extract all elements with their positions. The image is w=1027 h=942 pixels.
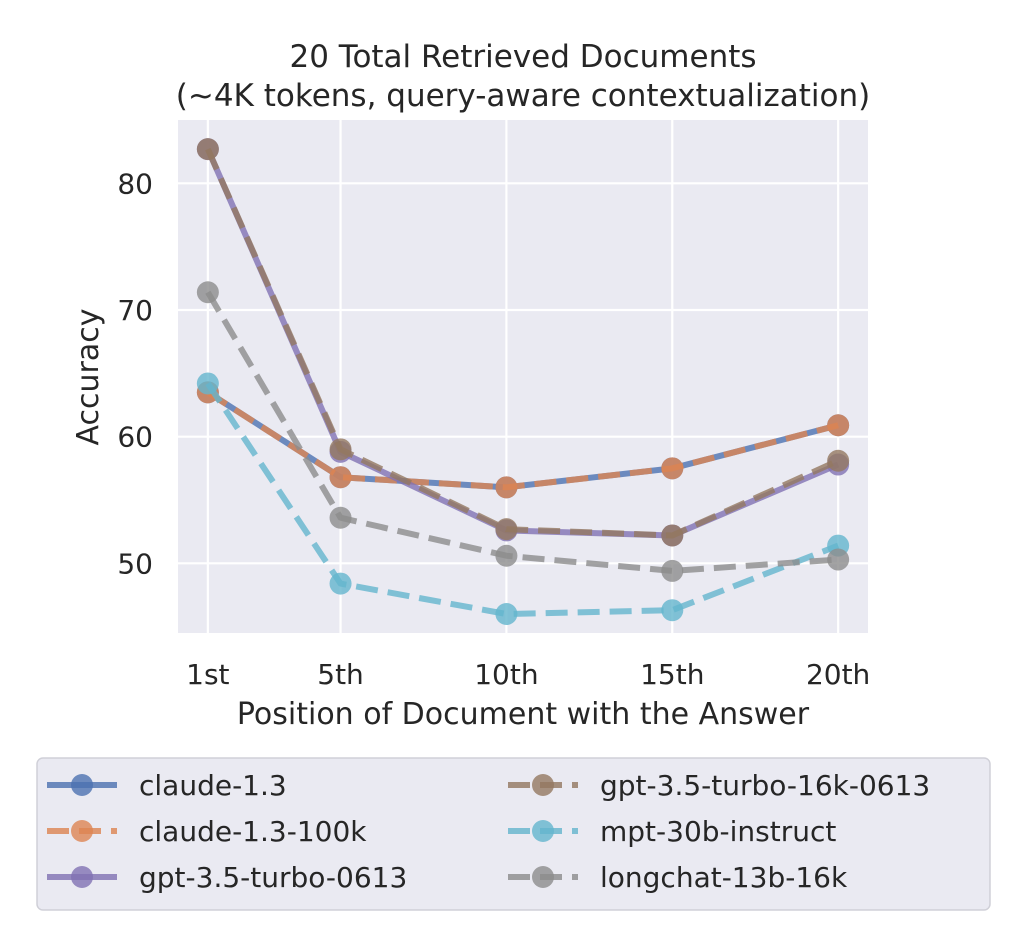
- legend-marker: [71, 866, 93, 888]
- x-tick-label: 5th: [317, 658, 364, 691]
- y-axis-label: Accuracy: [71, 309, 106, 446]
- data-point: [827, 449, 850, 472]
- legend-marker: [71, 774, 93, 796]
- legend-marker: [532, 866, 554, 888]
- legend-marker: [532, 774, 554, 796]
- data-point: [661, 599, 684, 622]
- y-tick-label: 80: [117, 167, 153, 200]
- plot-area: 1st 5th 10th 15th 20th 50 60 70 80: [117, 120, 870, 691]
- data-point: [329, 438, 352, 461]
- data-point: [661, 559, 684, 582]
- x-axis-label: Position of Document with the Answer: [237, 697, 810, 732]
- legend-label: gpt-3.5-turbo-16k-0613: [600, 769, 930, 802]
- data-point: [196, 138, 219, 161]
- series-gpt-3.5-turbo-16k-0613: [196, 138, 850, 547]
- series-line: [205, 381, 840, 617]
- chart-title: 20 Total Retrieved Documents: [289, 39, 756, 75]
- data-point: [827, 414, 850, 437]
- data-point: [827, 548, 850, 571]
- legend-label: claude-1.3: [139, 769, 287, 802]
- legend-marker: [71, 820, 93, 842]
- x-tick-label: 15th: [640, 658, 704, 691]
- legend-marker: [532, 820, 554, 842]
- y-tick-label: 60: [117, 421, 153, 454]
- legend-label: claude-1.3-100k: [139, 815, 367, 848]
- data-point: [495, 544, 518, 567]
- data-point: [329, 466, 352, 489]
- series-longchat-13b-16k: [196, 281, 850, 582]
- data-point: [196, 281, 219, 304]
- x-tick-label: 1st: [186, 658, 229, 691]
- legend-label: gpt-3.5-turbo-0613: [139, 861, 407, 894]
- legend: claude-1.3 claude-1.3-100k gpt-3.5-turbo-0…: [36, 757, 991, 911]
- legend-item: gpt-3.5-turbo-16k-0613: [508, 769, 930, 802]
- y-tick-label: 70: [117, 294, 153, 327]
- legend-item: claude-1.3: [47, 769, 287, 802]
- legend-item: gpt-3.5-turbo-0613: [47, 861, 407, 894]
- y-tick-label: 50: [117, 547, 153, 580]
- plot-background: [178, 120, 868, 633]
- data-point: [495, 476, 518, 499]
- legend-label: mpt-30b-instruct: [600, 815, 836, 848]
- data-point: [661, 457, 684, 480]
- data-point: [661, 524, 684, 547]
- legend-item: longchat-13b-16k: [508, 861, 848, 894]
- data-point: [196, 372, 219, 395]
- data-point: [495, 518, 518, 541]
- data-point: [329, 572, 352, 595]
- legend-label: longchat-13b-16k: [600, 861, 848, 894]
- data-point: [329, 506, 352, 529]
- legend-item: mpt-30b-instruct: [508, 815, 836, 848]
- legend-item: claude-1.3-100k: [47, 815, 367, 848]
- x-tick-label: 10th: [474, 658, 538, 691]
- data-point: [495, 603, 518, 625]
- x-tick-label: 20th: [806, 658, 870, 691]
- chart-subtitle: (~4K tokens, query-aware contextualizati…: [176, 78, 870, 114]
